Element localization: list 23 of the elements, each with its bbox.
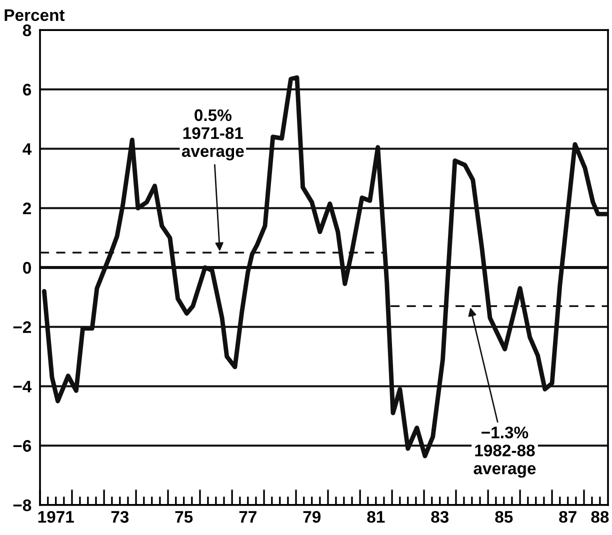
x-tick-label: 75: [175, 511, 193, 523]
x-tick-label: 73: [111, 510, 129, 523]
y-tick-label: −2: [13, 321, 31, 333]
x-tick-label: 77: [239, 511, 256, 523]
x-tick-label: 1971: [38, 510, 74, 523]
y-tick-label: 6: [23, 84, 32, 96]
annotation: −1.3% 1982-88 average: [474, 426, 536, 478]
x-tick-label: 87: [559, 510, 576, 523]
y-axis-title: Percent: [4, 9, 65, 22]
y-tick-label: 2: [22, 202, 31, 214]
x-tick-label: 83: [431, 510, 449, 523]
y-tick-label: −4: [13, 380, 32, 392]
x-tick-label: 85: [495, 510, 513, 523]
x-tick-label: 81: [367, 510, 385, 523]
x-tick-label: 88: [591, 510, 609, 523]
x-tick-label: 79: [303, 510, 321, 523]
line-series: [42, 75, 608, 458]
y-tick-label: −6: [13, 440, 32, 452]
y-tick-label: 8: [22, 24, 32, 36]
y-tick-label: −8: [13, 499, 32, 512]
y-tick-label: 4: [22, 143, 32, 155]
y-tick-label: 0: [23, 262, 31, 274]
annotation: 0.5% 1971-81 average: [182, 109, 244, 160]
